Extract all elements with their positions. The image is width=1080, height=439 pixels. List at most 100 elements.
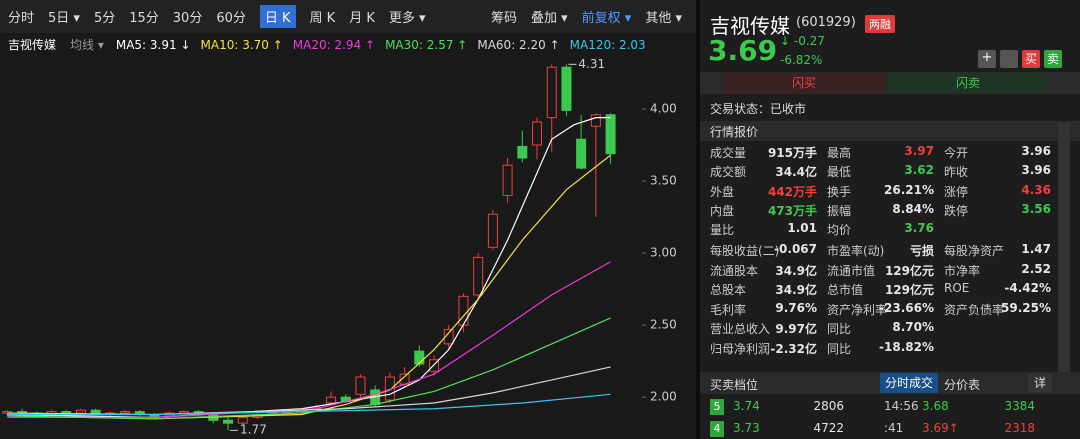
candle-body <box>414 350 425 365</box>
quote-label: 同比 <box>827 322 852 336</box>
ma-legend: 吉视传媒 均线 ▾ MA5: 3.91 ↓ MA10: 3.70 ↑ MA20: 2… <box>0 33 696 56</box>
trade-volume: 2318 <box>1004 421 1035 435</box>
candle-body <box>120 411 131 414</box>
candle-body <box>61 411 72 414</box>
period-tab[interactable]: 15分 <box>129 11 159 26</box>
alert-button[interactable] <box>1000 50 1018 68</box>
quote-label: 振幅 <box>827 203 852 218</box>
candle-body <box>561 66 572 111</box>
period-tab[interactable]: 分时 <box>8 11 35 26</box>
period-tab[interactable]: 周 K <box>309 11 336 26</box>
candle-body <box>384 376 395 401</box>
annotation: 4.31 <box>578 57 605 71</box>
quote-label: 昨收 <box>944 165 969 180</box>
quote-label: 同比 <box>827 341 852 356</box>
y-tick-label: 4.00 <box>650 101 677 115</box>
quote-value: 9.76% <box>775 300 817 315</box>
candle-body <box>487 213 498 248</box>
chart: 2.00 2.50 3.00 3.50 4.00 4.31 1.77 <box>2 57 677 437</box>
period-tab[interactable]: 日 K <box>259 5 296 28</box>
quote-value: 26.21% <box>884 182 934 197</box>
change: ↓ -0.27 <box>780 34 825 48</box>
tool-button[interactable]: 筹码 <box>490 11 517 26</box>
quote-value: -0.067 <box>774 242 817 256</box>
quote-value: 3.97 <box>904 144 934 158</box>
quote-label: 外盘 <box>710 184 735 199</box>
flash-buy[interactable]: 闪买 <box>724 73 884 93</box>
stock-name: 吉视传媒 <box>8 38 57 52</box>
trade-time: :41 <box>884 421 904 435</box>
quote-label: 每股净资产 <box>944 244 1005 258</box>
quote-label: 毛利率 <box>710 302 747 317</box>
quote-label: 市净率 <box>944 263 981 278</box>
quote-value: 3.76 <box>904 221 934 236</box>
section-bar <box>700 121 1080 141</box>
quote-value: 3.62 <box>904 163 934 178</box>
candle-body <box>590 114 601 127</box>
quote-value: -4.42% <box>1004 281 1051 295</box>
quote-label: 最高 <box>827 146 852 160</box>
orderbook-title: 买卖档位 <box>710 378 759 392</box>
candle-body <box>458 295 469 326</box>
quote-value: 129亿元 <box>884 283 934 297</box>
quote-value: 4.36 <box>1021 182 1051 197</box>
quote-value: 34.4亿 <box>775 165 817 180</box>
tab[interactable]: 分时成交 <box>880 373 938 393</box>
quote-label: 总市值 <box>827 283 864 297</box>
quote-label: 总股本 <box>710 283 747 297</box>
candle-body <box>443 328 454 345</box>
candle-body <box>576 138 587 169</box>
candle-body <box>605 114 616 155</box>
divider <box>696 0 700 439</box>
ma-legend-entry: MA60: 2.20 ↑ <box>477 37 560 52</box>
period-tab[interactable]: 月 K <box>349 11 375 26</box>
period-tab[interactable]: 5日 ▾ <box>48 11 80 26</box>
ma-legend-entry: MA20: 2.94 ↑ <box>292 37 376 52</box>
quote-label: ROE <box>944 281 970 295</box>
candle-body <box>237 416 248 424</box>
candle-body <box>326 396 337 404</box>
level-badge: 5 <box>710 399 724 415</box>
detail-button[interactable]: 详 <box>1028 374 1052 392</box>
period-tab[interactable]: 60分 <box>216 11 246 26</box>
quote-value: 442万手 <box>767 184 817 199</box>
ma-menu[interactable]: 均线 ▾ <box>70 38 104 52</box>
quote-label: 量比 <box>710 223 735 238</box>
candle-body <box>75 409 86 414</box>
ma-legend-entry: MA120: 2.03 <box>569 37 646 52</box>
period-tab[interactable]: 更多 ▾ <box>388 11 426 26</box>
ma-legend-entry: MA30: 2.57 ↑ <box>385 37 468 52</box>
sell-button[interactable]: 卖 <box>1044 50 1062 68</box>
scrollbar <box>1058 122 1070 372</box>
quote-value: 129亿元 <box>884 263 934 278</box>
tab[interactable]: 分价表 <box>944 378 981 392</box>
quote-label: 内盘 <box>710 203 735 218</box>
quote-label: 均价 <box>827 223 852 238</box>
add-button[interactable]: + <box>978 50 996 68</box>
quote-panel: 吉视传媒 (601929) 两融 3.69 ↓ -0.27 -6.82% + 买… <box>700 0 1080 439</box>
tool-button[interactable]: 前复权 ▾ <box>581 11 632 26</box>
quote-value: 915万手 <box>767 146 817 160</box>
period-tab[interactable]: 5分 <box>93 11 116 26</box>
status: 交易状态：已收市 <box>710 102 807 116</box>
tool-button[interactable]: 叠加 ▾ <box>530 11 568 26</box>
quote-label: 跌停 <box>944 203 969 218</box>
y-tick-label: 3.50 <box>650 174 677 188</box>
toolbar: 分时 5日 ▾ 5分 15分 30分 60分日 K 周 K 月 K 更多 ▾ 筹码 叠加 ▾ 前复权 … <box>0 0 696 33</box>
candle-body <box>517 145 528 159</box>
flash-sell[interactable]: 闪卖 <box>888 73 1048 93</box>
quote-label: 资产净利率 <box>827 302 888 317</box>
tool-button[interactable]: 其他 ▾ <box>645 11 682 26</box>
quote-value: 3.96 <box>1021 144 1051 158</box>
candle-body <box>502 164 513 196</box>
y-tick-label: 3.00 <box>650 246 677 260</box>
y-tick-label: 2.50 <box>650 318 677 332</box>
level-badge: 4 <box>710 421 724 437</box>
candle-body <box>532 121 543 146</box>
price: 3.69 <box>708 34 778 67</box>
level-volume: 4722 <box>813 421 844 435</box>
quote-label: 流通市值 <box>827 263 876 278</box>
level-price: 3.74 <box>733 399 760 413</box>
buy-button[interactable]: 买 <box>1022 50 1040 68</box>
period-tab[interactable]: 30分 <box>172 11 203 26</box>
